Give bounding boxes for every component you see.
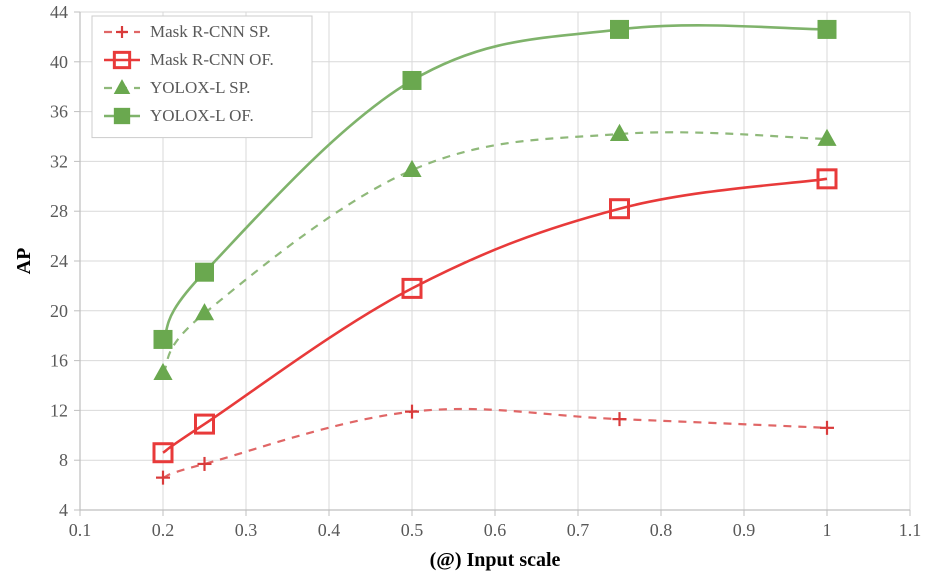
y-tick-label: 4: [59, 500, 68, 520]
chart-container: 0.1 0.2 0.3 0.4 0.5 0.6 0.7 0.8 0.9 1 1.1 4 8 12 16 20 2…: [0, 0, 931, 578]
x-tick-label: 0.5: [401, 520, 424, 540]
legend-label: Mask R-CNN OF.: [150, 50, 274, 69]
y-tick-label: 36: [50, 102, 68, 122]
x-tick-label: 0.9: [733, 520, 756, 540]
legend-label: YOLOX-L SP.: [150, 78, 250, 97]
y-axis-label: AP: [13, 248, 35, 275]
x-tick-label: 0.7: [567, 520, 590, 540]
y-tick-label: 20: [50, 301, 68, 321]
y-tick-label: 8: [59, 450, 68, 470]
x-tick-label: 1.1: [899, 520, 922, 540]
x-tick-label: 0.8: [650, 520, 673, 540]
x-axis-label: (@) Input scale: [430, 549, 561, 571]
y-tick-label: 12: [50, 400, 68, 420]
legend-label: Mask R-CNN SP.: [150, 22, 270, 41]
x-tick-label: 0.4: [318, 520, 341, 540]
y-tick-label: 32: [50, 151, 68, 171]
x-tick-label: 0.6: [484, 520, 507, 540]
legend-label: YOLOX-L OF.: [150, 106, 254, 125]
y-tick-label: 44: [50, 2, 68, 22]
y-tick-label: 40: [50, 52, 68, 72]
y-tick-label: 16: [50, 351, 68, 371]
y-tick-label: 24: [50, 251, 68, 271]
x-tick-label: 0.1: [69, 520, 92, 540]
x-tick-label: 0.3: [235, 520, 258, 540]
chart-svg: 0.1 0.2 0.3 0.4 0.5 0.6 0.7 0.8 0.9 1 1.1 4 8 12 16 20 2…: [0, 0, 931, 578]
x-tick-label: 0.2: [152, 520, 175, 540]
y-tick-label: 28: [50, 201, 68, 221]
x-tick-label: 1: [823, 520, 832, 540]
